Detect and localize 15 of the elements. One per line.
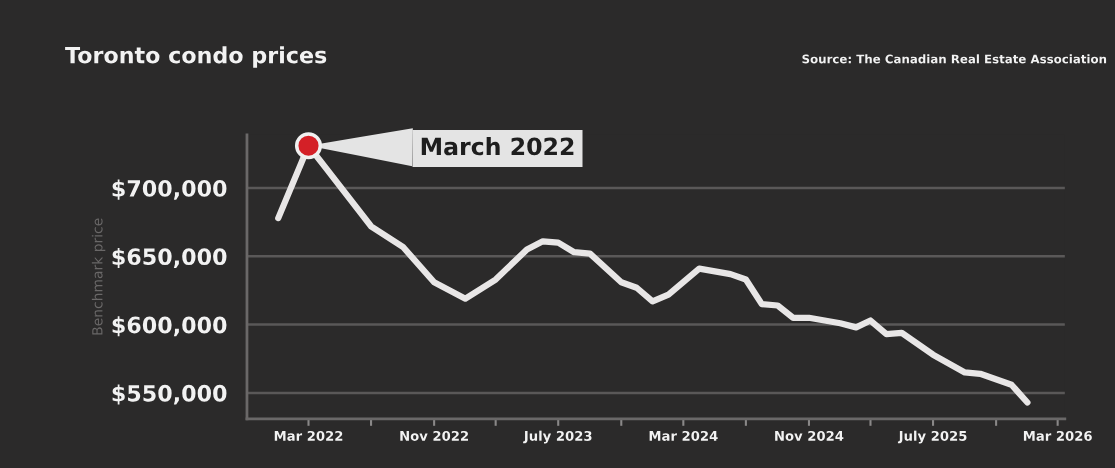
source-note: Source: The Canadian Real Estate Association xyxy=(802,54,1107,64)
chart-title: Toronto condo prices xyxy=(65,46,327,68)
x-tick-label: Nov 2024 xyxy=(775,430,844,441)
x-tick-label: Nov 2022 xyxy=(400,430,468,441)
annotation: March 2022 xyxy=(421,137,574,156)
x-tick-label: Mar 2026 xyxy=(1023,430,1092,441)
y-axis-title: Benchmark price xyxy=(91,218,106,335)
y-tick-label: $550,000 xyxy=(112,384,227,405)
y-tick-label: $700,000 xyxy=(112,179,227,200)
x-tick-label: Mar 2024 xyxy=(649,430,718,441)
x-tick-label: July 2023 xyxy=(523,430,592,444)
x-tick-label: July 2025 xyxy=(897,430,967,444)
y-tick-label: $650,000 xyxy=(112,247,227,269)
x-tick-label: Mar 2022 xyxy=(274,430,343,441)
y-tick-label: $600,000 xyxy=(112,316,227,337)
